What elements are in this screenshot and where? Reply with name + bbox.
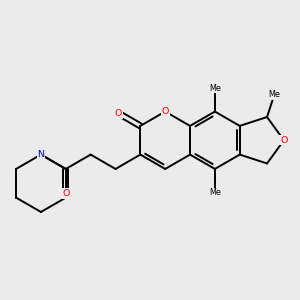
Text: O: O [280,136,288,145]
Text: O: O [161,107,169,116]
Text: Me: Me [268,90,280,99]
Text: O: O [115,109,122,118]
Text: N: N [38,150,44,159]
Text: N: N [38,150,44,159]
Text: Me: Me [209,188,221,197]
Text: Me: Me [209,83,221,92]
Text: O: O [62,189,70,198]
